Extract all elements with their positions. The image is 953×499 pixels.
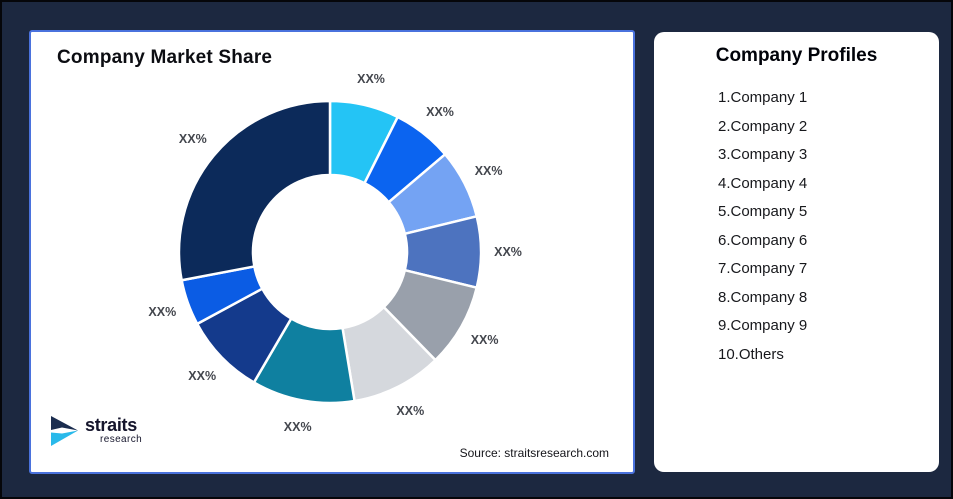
profile-item: 5.Company 5 <box>718 203 808 220</box>
segment-value-label: XX% <box>494 245 522 259</box>
profile-item: 3.Company 3 <box>718 146 808 163</box>
segment-value-label: XX% <box>188 368 217 383</box>
donut-chart <box>177 99 483 405</box>
chart-panel: Company Market Share XX% XX% XX% XX% XX% XX% X… <box>29 30 635 474</box>
logo-arrow-icon <box>51 416 80 452</box>
profile-item: 9.Company 9 <box>718 317 808 334</box>
chart-title: Company Market Share <box>57 47 273 68</box>
profiles-list: 1.Company 1 2.Company 2 3.Company 3 4.Compa… <box>654 84 939 369</box>
profile-item: 6.Company 6 <box>718 231 808 249</box>
profile-item: 8.Company 8 <box>718 288 808 306</box>
profile-item: 1.Company 1 <box>718 89 808 106</box>
donut-segment-others <box>177 99 332 282</box>
straits-logo: straits research <box>51 416 142 452</box>
logo-arrow-bottom-shape <box>51 430 78 446</box>
profile-item: 2.Company 2 <box>718 117 808 135</box>
segment-value-label: XX% <box>474 164 503 179</box>
logo-brand-text: straits <box>85 415 137 435</box>
profiles-panel: Company Profiles 1.Company 1 2.Company 2 3… <box>654 32 939 472</box>
profile-item: 10.Others <box>718 345 784 363</box>
segment-value-label: XX% <box>426 105 454 119</box>
source-text: Source: straitsresearch.com <box>459 446 609 460</box>
segment-value-label: XX% <box>470 333 499 348</box>
logo-arrow-top-shape <box>51 416 78 431</box>
segment-value-label: XX% <box>357 71 385 86</box>
segment-value-label: XX% <box>178 131 207 146</box>
profiles-title: Company Profiles <box>715 45 878 66</box>
segment-value-label: XX% <box>396 403 425 418</box>
profile-item: 4.Company 4 <box>718 174 808 192</box>
profile-item: 7.Company 7 <box>718 260 808 277</box>
donut-chart-area: XX% XX% XX% XX% XX% XX% XX% XX% XX% XX% <box>31 32 633 472</box>
segment-value-label: XX% <box>283 420 312 435</box>
logo-sub-text: research <box>100 434 143 445</box>
segment-value-label: XX% <box>148 304 177 319</box>
